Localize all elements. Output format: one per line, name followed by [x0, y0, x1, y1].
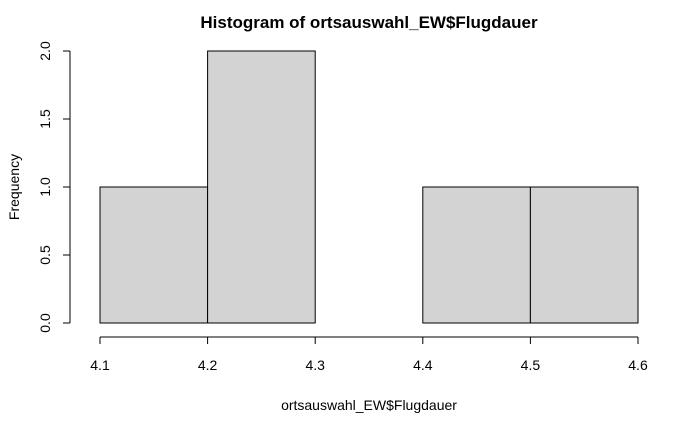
y-axis-label: Frequency — [6, 154, 22, 220]
chart-title: Histogram of ortsauswahl_EW$Flugdauer — [200, 13, 538, 32]
x-tick-label-4: 4.5 — [521, 357, 541, 373]
x-axis-label: ortsauswahl_EW$Flugdauer — [281, 397, 457, 413]
histogram-bar-1 — [207, 50, 316, 324]
x-tick-label-1: 4.2 — [198, 357, 218, 373]
histogram-bar-3 — [422, 186, 531, 324]
bars-group — [99, 50, 639, 324]
histogram-bar-4 — [529, 186, 639, 324]
x-tick-label-5: 4.6 — [628, 357, 648, 373]
y-tick-label-4: 2.0 — [37, 41, 53, 61]
x-axis: 4.1 4.2 4.3 4.4 4.5 4.6 — [90, 336, 648, 373]
y-axis: 0.0 0.5 1.0 1.5 2.0 — [37, 41, 71, 333]
x-tick-label-0: 4.1 — [90, 357, 110, 373]
histogram-bar-0 — [99, 186, 209, 324]
x-tick-label-2: 4.3 — [305, 357, 325, 373]
y-tick-label-3: 1.5 — [37, 109, 53, 129]
x-tick-label-3: 4.4 — [413, 357, 433, 373]
y-tick-label-1: 0.5 — [37, 245, 53, 265]
y-tick-label-2: 1.0 — [37, 177, 53, 197]
y-tick-label-0: 0.0 — [37, 313, 53, 333]
